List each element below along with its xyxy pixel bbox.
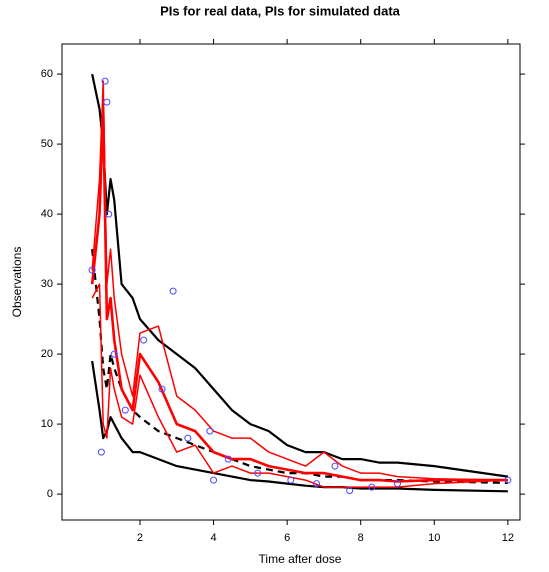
observation-point bbox=[254, 469, 262, 477]
series-line bbox=[91, 80, 508, 481]
series-line bbox=[91, 73, 509, 478]
x-axis-label: Time after dose bbox=[259, 552, 342, 566]
observation-point bbox=[97, 448, 105, 456]
x-tick-label: 4 bbox=[211, 532, 217, 544]
y-tick-label: 20 bbox=[41, 348, 53, 360]
series-line bbox=[91, 248, 508, 484]
observation-point bbox=[210, 476, 218, 484]
observation-point bbox=[105, 210, 113, 218]
y-tick-label: 30 bbox=[41, 278, 53, 290]
observation-point bbox=[169, 287, 177, 295]
observation-point bbox=[224, 455, 232, 463]
y-tick-label: 40 bbox=[41, 208, 53, 220]
observation-point bbox=[88, 266, 96, 274]
y-tick-label: 0 bbox=[47, 488, 53, 500]
observation-point bbox=[184, 434, 192, 442]
observation-point bbox=[121, 406, 129, 414]
observation-point bbox=[103, 98, 111, 106]
plot-frame bbox=[61, 43, 521, 521]
y-tick-label: 10 bbox=[41, 418, 53, 430]
x-tick-label: 10 bbox=[428, 532, 440, 544]
x-tick-label: 12 bbox=[502, 532, 514, 544]
observation-point bbox=[110, 350, 118, 358]
y-tick-label: 60 bbox=[41, 68, 53, 80]
x-tick-label: 8 bbox=[358, 532, 364, 544]
observation-point bbox=[368, 483, 376, 491]
observation-point bbox=[158, 385, 166, 393]
x-tick-label: 6 bbox=[284, 532, 290, 544]
series-line bbox=[91, 283, 508, 488]
observation-point bbox=[313, 480, 321, 488]
observation-point bbox=[287, 476, 295, 484]
observation-point bbox=[331, 462, 339, 470]
observation-point bbox=[504, 476, 512, 484]
y-axis-label: Observations bbox=[10, 247, 24, 318]
observation-point bbox=[346, 487, 354, 495]
y-tick-label: 50 bbox=[41, 138, 53, 150]
x-tick-label: 2 bbox=[137, 532, 143, 544]
observation-point bbox=[206, 427, 214, 435]
chart-title: PIs for real data, PIs for simulated dat… bbox=[160, 3, 401, 18]
observation-point bbox=[393, 480, 401, 488]
series-line bbox=[90, 107, 508, 483]
observation-point bbox=[140, 336, 148, 344]
observation-point bbox=[101, 77, 109, 85]
